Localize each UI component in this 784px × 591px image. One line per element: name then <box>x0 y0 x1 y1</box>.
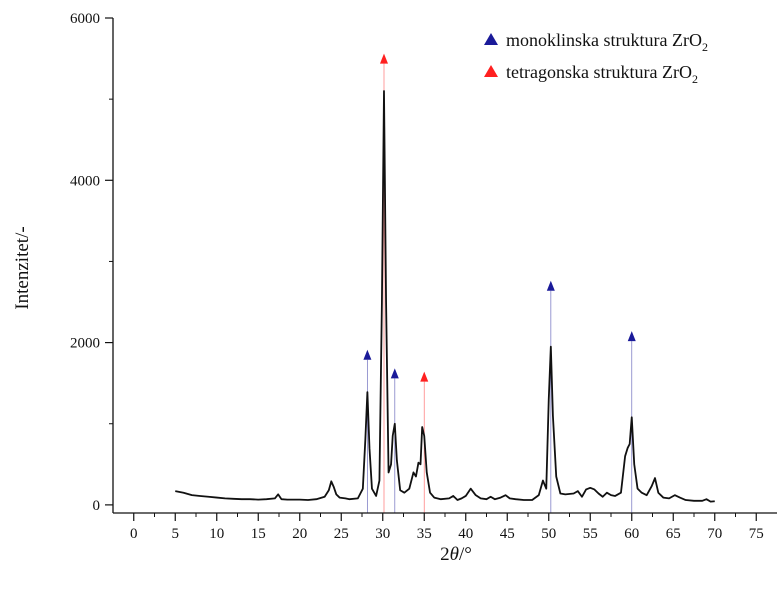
x-tick-label: 40 <box>458 526 473 542</box>
phase-marker-monoklinska <box>546 280 555 291</box>
legend-marker-monoklinska <box>484 33 498 45</box>
y-axis-label: Intenzitet/- <box>12 226 33 309</box>
phase-marker-monoklinska <box>390 368 399 379</box>
legend-marker-tetragonska <box>484 65 498 77</box>
phase-marker-tetragonska <box>420 371 429 382</box>
x-tick-label: 35 <box>417 526 432 542</box>
y-tick-label: 0 <box>93 498 101 514</box>
x-tick-label: 5 <box>172 526 180 542</box>
y-axis-ticks: 0 2000 4000 6000 <box>70 11 113 514</box>
phase-marker-monoklinska <box>627 331 636 342</box>
legend-label-monoklinska-sub: 2 <box>702 40 708 54</box>
y-tick-label: 4000 <box>70 173 100 189</box>
x-tick-label: 20 <box>292 526 307 542</box>
legend-label-monoklinska: monoklinska struktura ZrO2 <box>506 30 708 54</box>
x-tick-label: 55 <box>583 526 598 542</box>
x-tick-label: 45 <box>500 526 515 542</box>
phase-marker-tetragonska <box>379 53 388 64</box>
legend: monoklinska struktura ZrO2 tetragonska s… <box>484 30 708 86</box>
x-tick-label: 70 <box>707 526 722 542</box>
y-tick-label: 6000 <box>70 11 100 27</box>
x-tick-label: 65 <box>666 526 681 542</box>
x-tick-label: 15 <box>251 526 266 542</box>
x-tick-label: 10 <box>209 526 224 542</box>
x-axis-ticks: 0 5 10 15 20 25 30 35 40 45 50 55 60 65 70 75 <box>130 513 764 542</box>
plot-area <box>175 90 715 503</box>
legend-label-monoklinska-text: monoklinska struktura ZrO <box>506 30 702 50</box>
x-axis-label: 2θ/° <box>440 544 472 565</box>
x-tick-label: 50 <box>541 526 556 542</box>
phase-marker-monoklinska <box>363 349 372 360</box>
y-tick-label: 2000 <box>70 336 100 352</box>
x-axis-label-number: 2 <box>440 544 450 565</box>
x-tick-label: 60 <box>624 526 639 542</box>
x-axis-label-unit: /° <box>459 544 472 565</box>
x-tick-label: 30 <box>375 526 390 542</box>
axes <box>112 18 777 514</box>
x-tick-label: 75 <box>749 526 764 542</box>
legend-label-tetragonska: tetragonska struktura ZrO2 <box>506 62 698 86</box>
legend-label-tetragonska-text: tetragonska struktura ZrO <box>506 62 692 82</box>
x-axis-label-theta: θ <box>450 544 459 565</box>
diffraction-curve <box>175 90 715 503</box>
x-tick-label: 0 <box>130 526 138 542</box>
reference-lines <box>366 63 633 513</box>
phase-markers <box>363 53 636 382</box>
legend-label-tetragonska-sub: 2 <box>692 72 698 86</box>
x-tick-label: 25 <box>334 526 349 542</box>
